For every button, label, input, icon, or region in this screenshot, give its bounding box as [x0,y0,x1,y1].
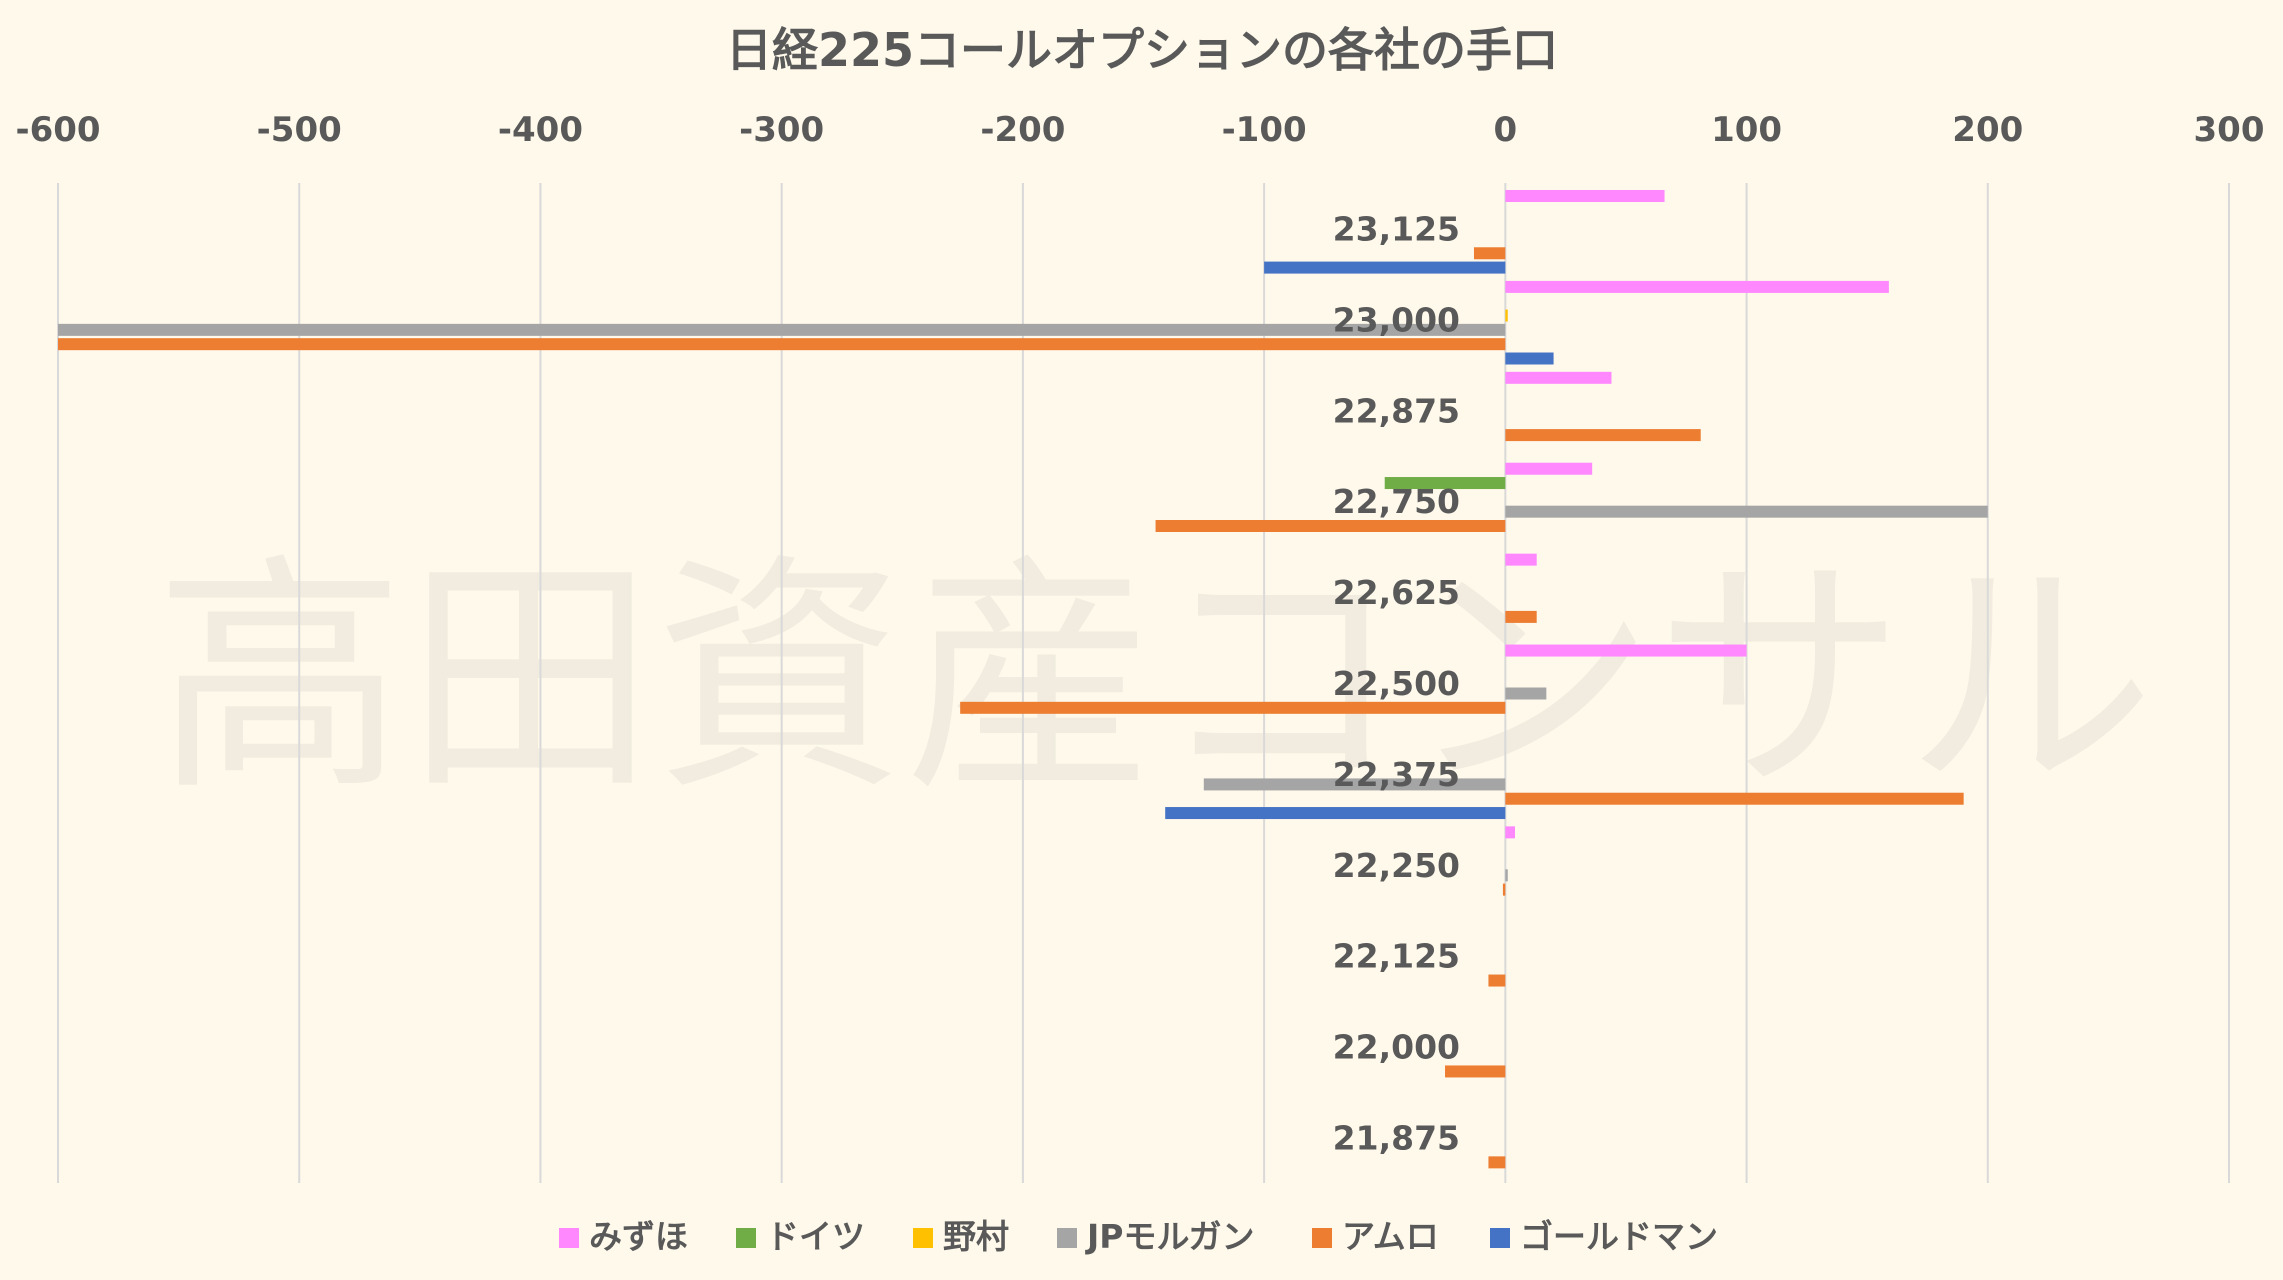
bar [1502,883,1506,896]
bar [1505,371,1612,384]
x-axis-ticks: -600 -500 -400 -300 -200 -100 0 100 200 300 [15,110,2264,150]
bar [1473,247,1506,260]
bar [1505,826,1515,839]
category-label: 22,500 [1333,664,1460,703]
category-label: 22,375 [1333,755,1460,794]
x-tick-label: -300 [739,110,824,150]
category-label: 21,875 [1333,1119,1460,1158]
legend-swatch [1057,1228,1077,1248]
bars [58,190,1988,1169]
category-label: 22,750 [1333,482,1460,521]
legend-swatch [1312,1228,1332,1248]
bar [1488,1156,1506,1169]
bar [1505,309,1508,322]
bar [1203,778,1506,791]
category-label: 23,000 [1333,300,1460,339]
bar [58,338,1506,351]
legend-label: ドイツ [766,1217,865,1256]
legend-label: アムロ [1342,1217,1439,1256]
bar [1505,644,1747,657]
legend: みずほ ドイツ 野村 JPモルガン アムロ ゴールドマン [559,1217,1718,1256]
bar [1505,553,1537,566]
category-label: 22,125 [1333,937,1460,976]
x-tick-label: 300 [2194,110,2265,150]
bar [1505,869,1508,882]
category-label: 22,875 [1333,391,1460,430]
chart-title: 日経225コールオプションの各社の手口 [726,23,1558,77]
bar [1505,190,1665,202]
bar [960,701,1506,714]
legend-swatch [913,1228,933,1248]
x-tick-label: -400 [498,110,583,150]
category-label: 23,125 [1333,209,1460,248]
x-tick-label: -100 [1222,110,1307,150]
bar [1505,429,1701,442]
legend-swatch [559,1228,579,1248]
bar [1384,477,1506,490]
bar [1155,520,1506,532]
bar [1505,505,1988,518]
legend-label: 野村 [943,1217,1009,1256]
legend-label: みずほ [589,1217,688,1256]
bar [1505,280,1889,293]
x-tick-label: 100 [1711,110,1782,150]
x-tick-label: -200 [980,110,1065,150]
bar [1165,807,1506,820]
bar [58,323,1506,336]
legend-swatch [736,1228,756,1248]
category-label: 22,625 [1333,573,1460,612]
bar [1488,974,1506,987]
x-tick-label: -500 [257,110,342,150]
bar [1505,792,1964,805]
bar [1505,610,1537,623]
bar [1505,352,1554,365]
legend-swatch [1490,1228,1510,1248]
category-label: 22,250 [1333,846,1460,885]
legend-label: ゴールドマン [1520,1217,1718,1256]
x-tick-label: 200 [1952,110,2023,150]
x-tick-label: -600 [15,110,100,150]
category-label: 22,000 [1333,1028,1460,1067]
category-labels: 23,125 23,000 22,875 22,750 22,625 22,500 22,3… [1333,209,1460,1157]
bar [1505,687,1547,700]
bar [1264,261,1506,274]
watermark: 高田資産コンサル [155,533,2155,824]
bar [1505,462,1593,475]
x-tick-label: 0 [1493,110,1517,150]
legend-label: JPモルガン [1085,1217,1254,1256]
bar [1445,1065,1506,1078]
